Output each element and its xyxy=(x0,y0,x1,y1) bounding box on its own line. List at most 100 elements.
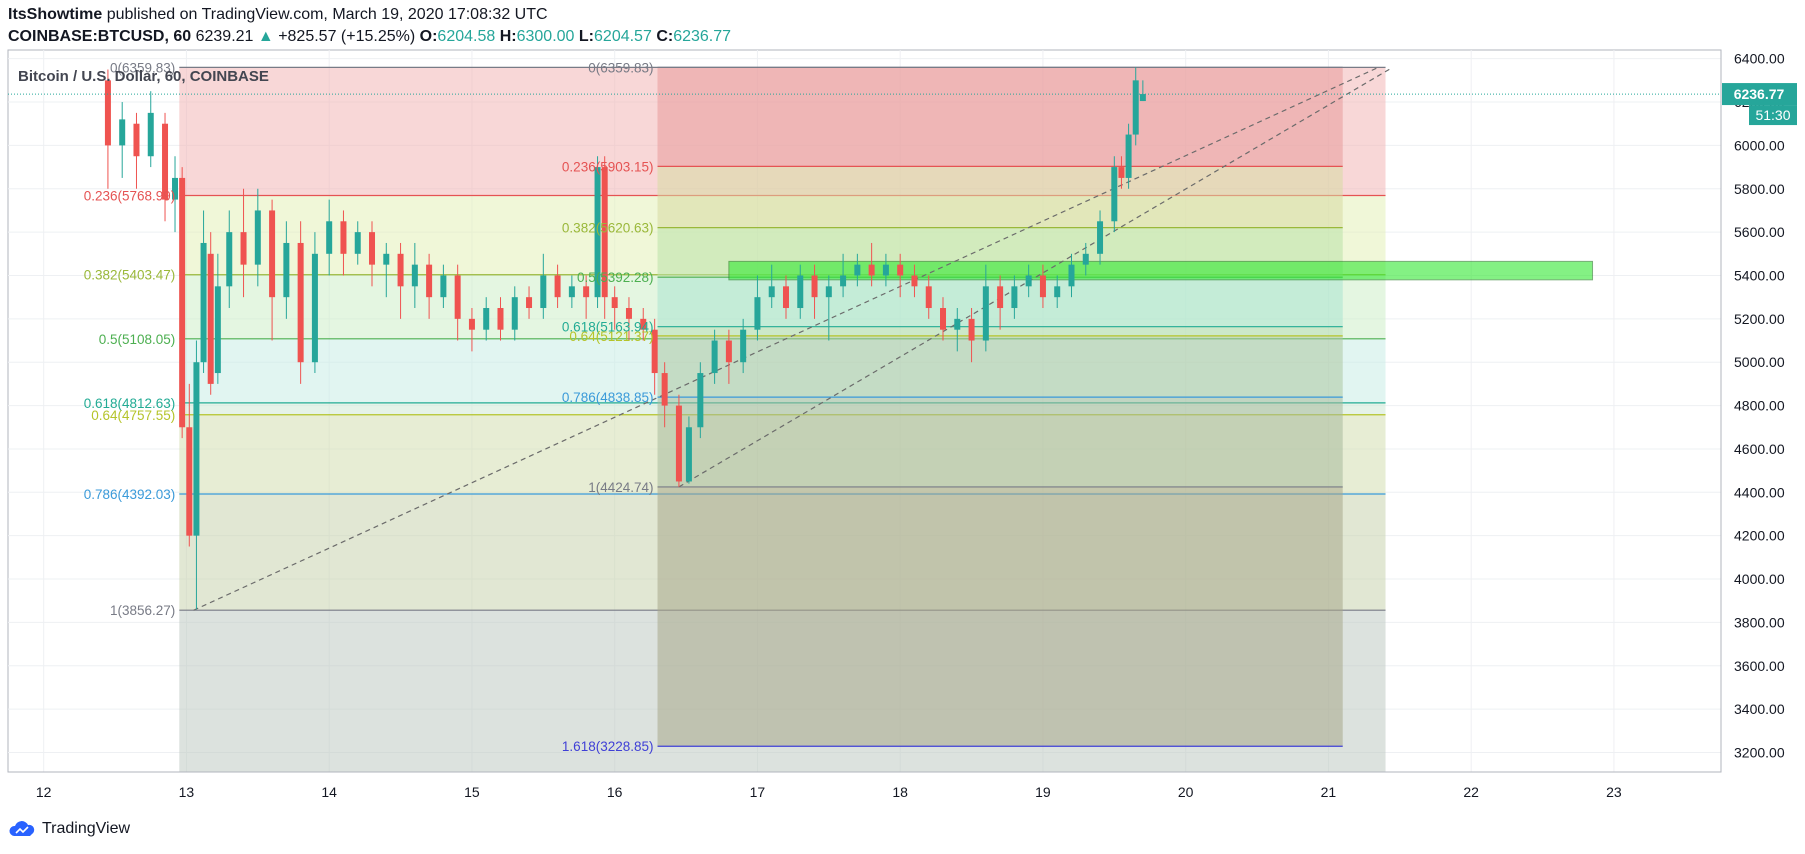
candle-body[interactable] xyxy=(768,286,775,298)
candle-body[interactable] xyxy=(568,286,575,298)
candle-body[interactable] xyxy=(540,275,547,309)
candle-body[interactable] xyxy=(511,297,518,330)
candle-body[interactable] xyxy=(440,275,447,298)
candle-body[interactable] xyxy=(725,340,732,363)
candle-body[interactable] xyxy=(1125,134,1132,178)
candle-body[interactable] xyxy=(840,275,847,287)
candle-body[interactable] xyxy=(397,253,404,287)
author-name[interactable]: ItsShowtime xyxy=(8,6,103,23)
candle-body[interactable] xyxy=(283,242,290,298)
price-change: +825.57 (+15.25%) xyxy=(278,28,416,45)
candle-body[interactable] xyxy=(554,275,561,298)
candle-body[interactable] xyxy=(1068,264,1075,287)
candle-body[interactable] xyxy=(797,275,804,309)
fib2-zone xyxy=(657,486,1343,747)
candle-body[interactable] xyxy=(911,275,918,287)
tradingview-logo[interactable]: TradingView xyxy=(8,820,130,838)
candle-body[interactable] xyxy=(186,427,193,536)
candle-body[interactable] xyxy=(326,221,333,254)
candle-body[interactable] xyxy=(640,318,647,330)
candle-body[interactable] xyxy=(426,264,433,298)
candle-body[interactable] xyxy=(354,232,361,254)
candle-body[interactable] xyxy=(754,297,761,330)
candle-body[interactable] xyxy=(411,264,418,287)
candle-body[interactable] xyxy=(172,177,179,200)
candle-body[interactable] xyxy=(882,264,889,276)
candle-body[interactable] xyxy=(954,318,961,330)
candle-body[interactable] xyxy=(383,253,390,265)
candle-body[interactable] xyxy=(611,297,618,309)
candle-body[interactable] xyxy=(193,362,200,536)
candle-body[interactable] xyxy=(147,112,154,157)
candle-body[interactable] xyxy=(1039,275,1046,298)
candle-body[interactable] xyxy=(594,167,601,298)
candle-body[interactable] xyxy=(468,318,475,330)
candle-body[interactable] xyxy=(497,308,504,330)
candle-body[interactable] xyxy=(854,264,861,276)
candle-body[interactable] xyxy=(997,286,1004,309)
candle-body[interactable] xyxy=(119,119,126,146)
candle-body[interactable] xyxy=(1054,286,1061,298)
candle-body[interactable] xyxy=(133,123,140,157)
fib-retracement-2[interactable] xyxy=(657,66,1343,747)
candle-body[interactable] xyxy=(811,275,818,298)
candle-body[interactable] xyxy=(1025,275,1032,287)
candle-body[interactable] xyxy=(311,253,318,363)
candle-body[interactable] xyxy=(651,329,658,374)
candle-body[interactable] xyxy=(685,427,692,482)
candle-body[interactable] xyxy=(940,308,947,330)
candle-body[interactable] xyxy=(214,286,221,374)
candle-body[interactable] xyxy=(897,264,904,276)
candle-body[interactable] xyxy=(240,232,247,265)
candle-body[interactable] xyxy=(982,286,989,341)
support-zone-rect[interactable] xyxy=(728,260,1594,281)
candle-body[interactable] xyxy=(254,210,261,265)
x-tick-label: 19 xyxy=(1035,784,1051,800)
symbol-label: COINBASE:BTCUSD, 60 xyxy=(8,28,192,45)
candle-body[interactable] xyxy=(968,318,975,341)
x-tick-label: 17 xyxy=(750,784,766,800)
candle-body[interactable] xyxy=(782,286,789,309)
candle-body[interactable] xyxy=(868,264,875,276)
candle-body[interactable] xyxy=(825,286,832,298)
candle-body[interactable] xyxy=(711,340,718,374)
candle-body[interactable] xyxy=(297,242,304,363)
trend-line[interactable] xyxy=(678,66,1393,488)
candle-body[interactable] xyxy=(583,286,590,298)
candle-body[interactable] xyxy=(661,373,668,406)
fib-level-label: 0.382(5620.63) xyxy=(562,221,654,236)
x-tick-label: 13 xyxy=(179,784,195,800)
candle-body[interactable] xyxy=(200,242,207,363)
candle-body[interactable] xyxy=(675,405,682,482)
candle-body[interactable] xyxy=(104,80,111,146)
trend-line[interactable] xyxy=(193,66,1379,611)
candle-body[interactable] xyxy=(1011,286,1018,309)
candle-body[interactable] xyxy=(269,210,276,298)
trend-lines[interactable] xyxy=(193,66,1393,611)
candle-body[interactable] xyxy=(1111,167,1118,222)
candle-body[interactable] xyxy=(207,253,214,384)
candle-body[interactable] xyxy=(226,232,233,287)
candle-body[interactable] xyxy=(179,177,186,428)
highlight-zone[interactable] xyxy=(728,260,1594,281)
candle-body[interactable] xyxy=(1082,253,1089,265)
candle-body[interactable] xyxy=(1132,80,1139,135)
y-tick-label: 4600.00 xyxy=(1734,441,1785,457)
candle-body[interactable] xyxy=(740,329,747,363)
candle-body[interactable] xyxy=(483,308,490,330)
candle-body[interactable] xyxy=(1139,94,1146,102)
candle-body[interactable] xyxy=(162,123,169,200)
candle-body[interactable] xyxy=(925,286,932,309)
candle-body[interactable] xyxy=(697,373,704,428)
candle-body[interactable] xyxy=(625,308,632,319)
candle-body[interactable] xyxy=(369,232,376,265)
candle-body[interactable] xyxy=(1097,221,1104,254)
candle-body[interactable] xyxy=(340,221,347,254)
candle-body[interactable] xyxy=(454,275,461,319)
candles[interactable] xyxy=(104,67,1146,610)
candle-body[interactable] xyxy=(1118,167,1125,178)
candle-body[interactable] xyxy=(601,167,608,298)
current-price-tag xyxy=(1722,83,1797,106)
candle-body[interactable] xyxy=(526,297,533,309)
